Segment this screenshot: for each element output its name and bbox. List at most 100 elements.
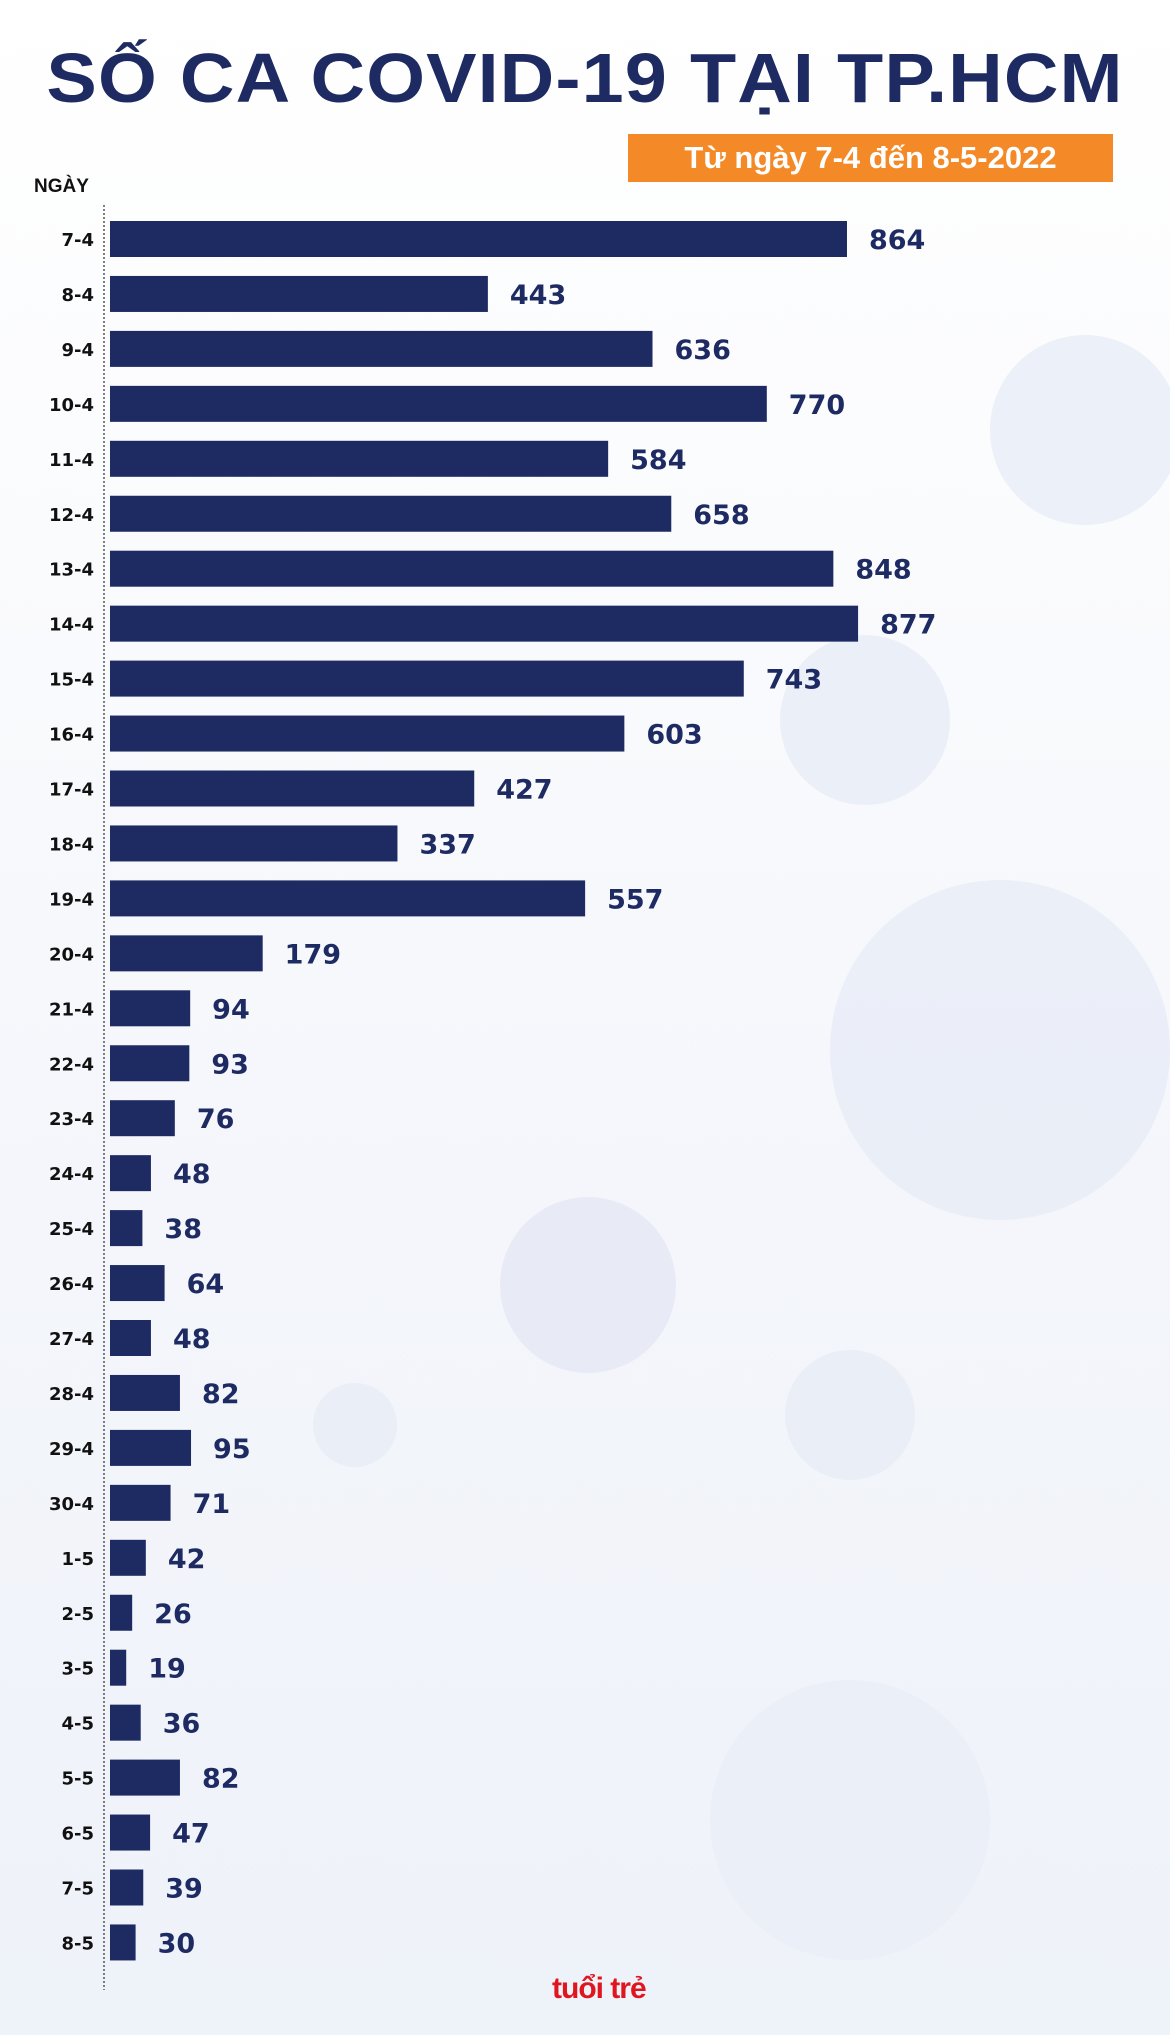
bar-8-5	[110, 1924, 136, 1961]
value-label: 42	[168, 1544, 206, 1575]
bar-11-4	[110, 440, 609, 477]
category-label: 14-4	[49, 615, 94, 636]
category-label: 24-4	[49, 1164, 94, 1185]
value-label: 770	[789, 390, 845, 421]
category-label: 29-4	[49, 1439, 94, 1460]
value-label: 36	[163, 1709, 201, 1740]
category-label: 7-4	[61, 230, 94, 251]
bar-6-5	[110, 1814, 151, 1851]
bar-7-4	[110, 221, 847, 257]
virus-decoration	[313, 335, 1170, 1960]
value-label: 48	[173, 1324, 211, 1355]
category-label: 23-4	[49, 1109, 94, 1130]
bar-9-4	[110, 330, 653, 367]
category-label: 25-4	[49, 1219, 94, 1240]
bar-5-5	[110, 1759, 180, 1796]
value-label: 48	[173, 1159, 211, 1190]
bar-25-4	[110, 1210, 143, 1247]
bar-20-4	[110, 935, 263, 972]
bar-13-4	[110, 550, 834, 587]
bar-12-4	[110, 495, 672, 532]
people-illustration	[830, 880, 1170, 1220]
value-label: 39	[165, 1874, 203, 1905]
bar-7-5	[110, 1869, 144, 1906]
value-label: 636	[675, 335, 731, 366]
category-label: 6-5	[61, 1824, 94, 1845]
value-label: 82	[202, 1764, 240, 1795]
y-axis-label: NGÀY	[34, 175, 89, 197]
bar-28-4	[110, 1374, 180, 1411]
bar-27-4	[110, 1320, 151, 1356]
category-label: 9-4	[61, 340, 94, 361]
category-label: 13-4	[49, 560, 94, 581]
category-label: 12-4	[49, 505, 94, 526]
category-label: 16-4	[49, 725, 94, 746]
bar-19-4	[110, 880, 586, 917]
category-label: 5-5	[61, 1769, 94, 1790]
category-label: 28-4	[49, 1384, 94, 1405]
bar-17-4	[110, 770, 475, 807]
value-label: 47	[172, 1819, 210, 1850]
category-label: 8-5	[61, 1933, 94, 1954]
value-label: 179	[285, 939, 341, 970]
bar-23-4	[110, 1100, 175, 1137]
bar-22-4	[110, 1045, 190, 1082]
bar-21-4	[110, 990, 191, 1027]
value-label: 877	[880, 610, 936, 641]
value-label: 743	[766, 665, 822, 696]
category-label: 19-4	[49, 889, 94, 910]
bar-26-4	[110, 1265, 165, 1302]
value-label: 26	[154, 1599, 192, 1630]
value-label: 557	[607, 884, 663, 915]
date-range-badge: Từ ngày 7-4 đến 8-5-2022	[628, 134, 1113, 182]
bar-16-4	[110, 715, 625, 752]
bar-24-4	[110, 1155, 151, 1192]
tuoi-tre-logo: tuổi trẻ	[552, 1972, 647, 2005]
category-label: 1-5	[61, 1549, 94, 1570]
category-label: 17-4	[49, 780, 94, 801]
category-label: 3-5	[61, 1659, 94, 1680]
value-label: 19	[148, 1654, 186, 1685]
value-label: 71	[193, 1489, 231, 1520]
bar-29-4	[110, 1429, 192, 1466]
value-label: 603	[646, 720, 702, 751]
chart-title: SỐ CA COVID-19 TẠI TP.HCM	[46, 39, 1124, 117]
category-label: 26-4	[49, 1274, 94, 1295]
value-label: 94	[212, 994, 250, 1025]
category-label: 21-4	[49, 999, 94, 1020]
value-label: 848	[855, 555, 911, 586]
bar-2-5	[110, 1594, 133, 1631]
value-label: 337	[419, 829, 475, 860]
category-label: 20-4	[49, 944, 94, 965]
category-label: 22-4	[49, 1054, 94, 1075]
value-label: 443	[510, 280, 566, 311]
category-label: 30-4	[49, 1494, 94, 1515]
category-label: 2-5	[61, 1604, 94, 1625]
doctor-illustration	[710, 1680, 990, 1960]
bar-30-4	[110, 1484, 171, 1521]
bar-14-4	[110, 605, 859, 642]
bar-15-4	[110, 660, 744, 697]
bar-18-4	[110, 825, 398, 862]
bar-3-5	[110, 1649, 127, 1686]
value-label: 76	[197, 1104, 235, 1135]
value-label: 38	[164, 1214, 202, 1245]
category-label: 10-4	[49, 395, 94, 416]
bar-8-4	[110, 275, 488, 312]
value-label: 82	[202, 1379, 240, 1410]
category-label: 8-4	[61, 285, 94, 306]
value-label: 93	[211, 1049, 249, 1080]
category-label: 18-4	[49, 834, 94, 855]
category-label: 7-5	[61, 1879, 94, 1900]
bar-4-5	[110, 1704, 141, 1741]
value-label: 30	[158, 1928, 196, 1959]
category-label: 4-5	[61, 1714, 94, 1735]
value-label: 95	[213, 1434, 251, 1465]
value-label: 427	[496, 775, 552, 806]
value-label: 658	[693, 500, 749, 531]
category-label: 11-4	[49, 450, 94, 471]
value-label: 584	[630, 445, 686, 476]
bar-1-5	[110, 1539, 146, 1576]
value-label: 864	[869, 225, 925, 256]
